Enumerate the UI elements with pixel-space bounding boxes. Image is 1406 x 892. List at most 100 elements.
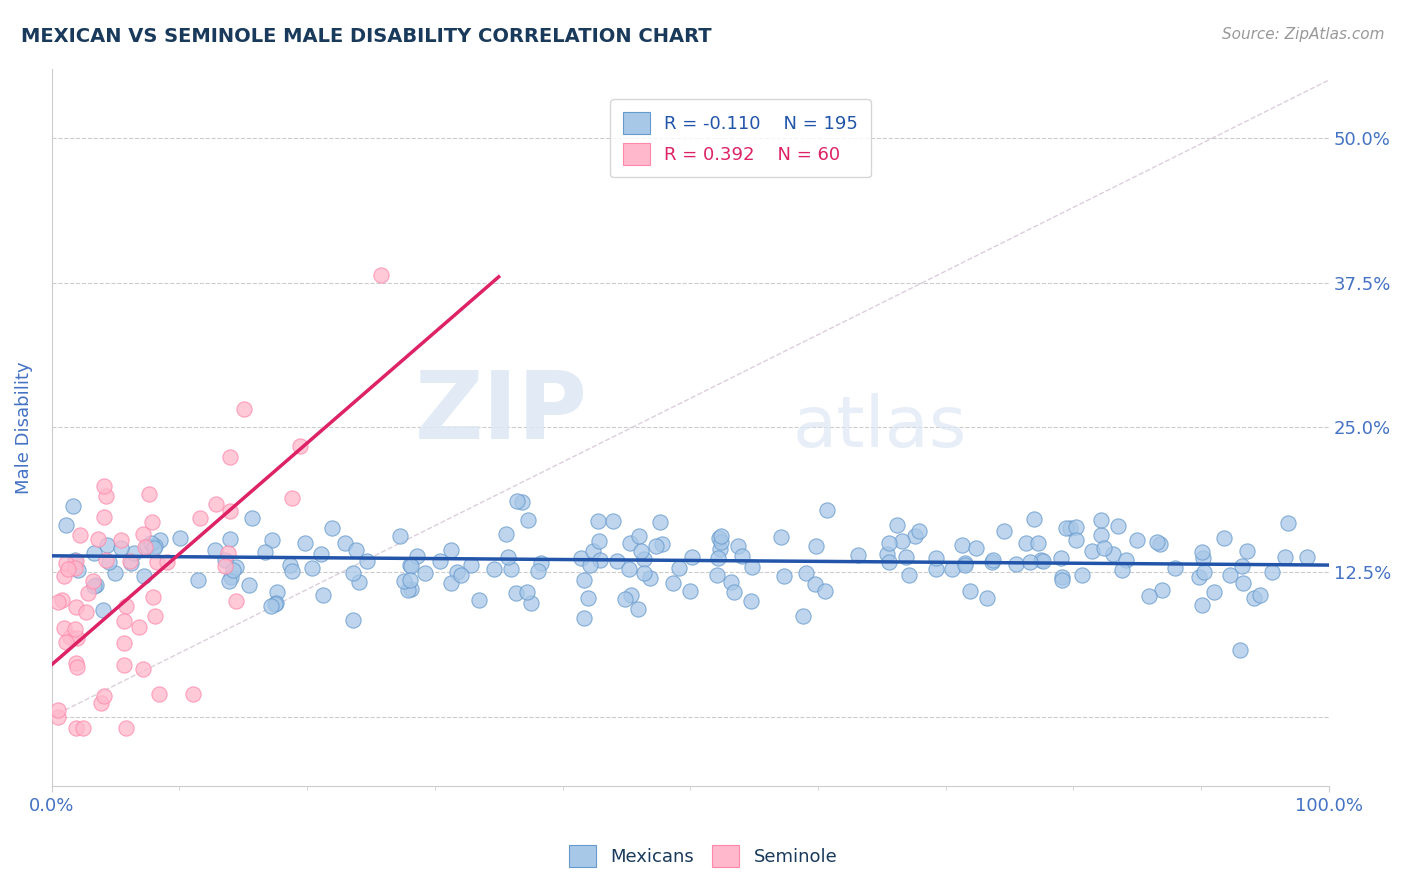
Point bbox=[347, 574, 370, 589]
Point bbox=[1090, 528, 1112, 542]
Point bbox=[55, 518, 77, 533]
Point bbox=[266, 585, 288, 599]
Point bbox=[709, 541, 731, 556]
Point bbox=[138, 487, 160, 501]
Point bbox=[219, 570, 242, 584]
Point bbox=[77, 586, 100, 600]
Point bbox=[84, 577, 107, 591]
Point bbox=[218, 574, 240, 589]
Point bbox=[877, 555, 900, 569]
Point bbox=[569, 551, 592, 566]
Point bbox=[773, 568, 796, 582]
Point bbox=[527, 564, 550, 578]
Point bbox=[146, 555, 169, 569]
Point bbox=[1150, 583, 1173, 598]
Point bbox=[950, 538, 973, 552]
Point bbox=[679, 584, 702, 599]
Point bbox=[120, 556, 142, 570]
Point bbox=[55, 556, 77, 570]
Point bbox=[120, 554, 142, 568]
Point bbox=[627, 602, 650, 616]
Point bbox=[69, 528, 91, 542]
Point bbox=[264, 596, 287, 610]
Point bbox=[143, 539, 166, 553]
Point bbox=[115, 599, 138, 613]
Point bbox=[94, 553, 117, 567]
Point bbox=[149, 533, 172, 547]
Point bbox=[344, 543, 367, 558]
Point bbox=[91, 603, 114, 617]
Point bbox=[440, 542, 463, 557]
Point bbox=[484, 562, 506, 576]
Point bbox=[225, 594, 247, 608]
Point bbox=[65, 656, 87, 670]
Point bbox=[602, 514, 624, 528]
Point bbox=[993, 524, 1015, 539]
Point bbox=[1050, 570, 1073, 584]
Point bbox=[495, 526, 517, 541]
Point bbox=[214, 558, 236, 573]
Point bbox=[440, 576, 463, 591]
Point bbox=[66, 631, 89, 645]
Point bbox=[141, 515, 163, 529]
Point bbox=[1032, 554, 1054, 568]
Point bbox=[619, 536, 641, 550]
Point bbox=[1219, 568, 1241, 582]
Point bbox=[727, 539, 749, 553]
Point bbox=[98, 555, 121, 569]
Point bbox=[804, 539, 827, 553]
Point bbox=[668, 560, 690, 574]
Point bbox=[582, 543, 605, 558]
Point bbox=[633, 566, 655, 581]
Point bbox=[925, 551, 948, 566]
Point bbox=[141, 536, 163, 550]
Point bbox=[1277, 516, 1299, 530]
Point bbox=[1111, 563, 1133, 577]
Point bbox=[981, 555, 1004, 569]
Point bbox=[648, 516, 671, 530]
Point bbox=[214, 553, 236, 567]
Point bbox=[46, 595, 69, 609]
Point bbox=[1024, 512, 1046, 526]
Point bbox=[112, 658, 135, 673]
Point bbox=[586, 514, 609, 528]
Point bbox=[1029, 553, 1052, 567]
Point bbox=[143, 608, 166, 623]
Point bbox=[225, 560, 247, 574]
Text: atlas: atlas bbox=[793, 392, 967, 462]
Point bbox=[218, 450, 240, 464]
Point bbox=[450, 568, 472, 582]
Point bbox=[1249, 588, 1271, 602]
Point bbox=[879, 536, 901, 550]
Point bbox=[280, 491, 302, 505]
Point bbox=[644, 539, 666, 553]
Point bbox=[128, 620, 150, 634]
Point bbox=[1229, 643, 1251, 657]
Point bbox=[506, 493, 529, 508]
Point bbox=[321, 520, 343, 534]
Point bbox=[1149, 537, 1171, 551]
Point bbox=[65, 599, 87, 614]
Point bbox=[396, 583, 419, 598]
Point bbox=[342, 566, 364, 580]
Point bbox=[614, 591, 637, 606]
Point bbox=[1054, 521, 1077, 535]
Point bbox=[66, 660, 89, 674]
Point bbox=[312, 588, 335, 602]
Point bbox=[122, 545, 145, 559]
Point bbox=[620, 588, 643, 602]
Point bbox=[1019, 555, 1042, 569]
Point bbox=[633, 552, 655, 566]
Point bbox=[142, 541, 165, 555]
Point bbox=[72, 721, 94, 735]
Point bbox=[112, 614, 135, 628]
Point bbox=[83, 579, 105, 593]
Point bbox=[876, 547, 898, 561]
Point bbox=[134, 568, 156, 582]
Point bbox=[1107, 519, 1129, 533]
Text: MEXICAN VS SEMINOLE MALE DISABILITY CORRELATION CHART: MEXICAN VS SEMINOLE MALE DISABILITY CORR… bbox=[21, 27, 711, 45]
Point bbox=[1204, 584, 1226, 599]
Point bbox=[399, 582, 422, 597]
Point bbox=[681, 549, 703, 564]
Point bbox=[723, 585, 745, 599]
